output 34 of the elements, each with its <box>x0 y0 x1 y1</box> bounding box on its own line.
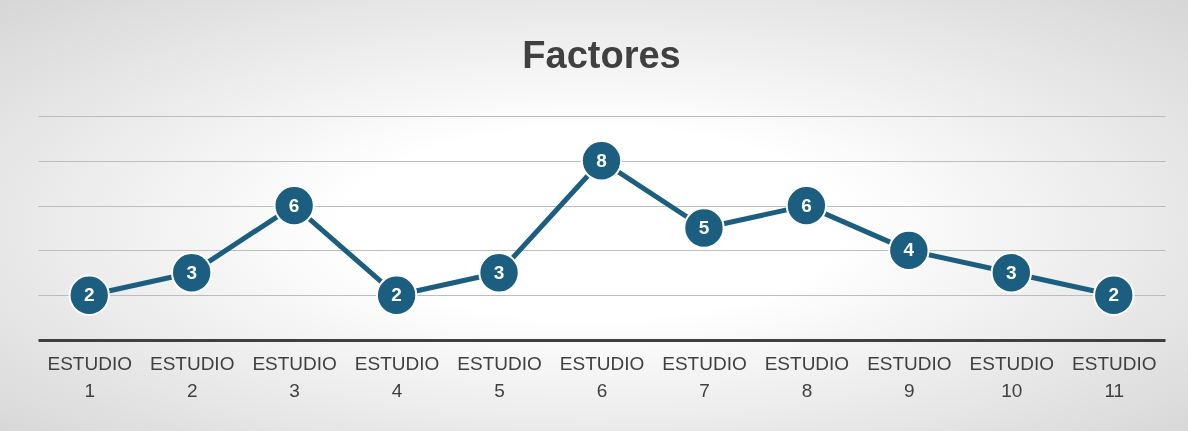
point <box>171 252 213 294</box>
x-tick-label: ESTUDIO 5 <box>457 352 542 401</box>
point <box>990 252 1032 294</box>
x-tick-label: ESTUDIO 4 <box>354 352 440 401</box>
point <box>375 274 418 316</box>
point <box>683 207 725 249</box>
point <box>888 229 930 272</box>
point <box>785 184 828 227</box>
data-label: 3 <box>493 261 505 283</box>
data-label: 8 <box>596 149 607 171</box>
data-label: 6 <box>801 194 812 216</box>
point <box>68 274 110 316</box>
point <box>478 252 520 294</box>
point <box>580 140 623 182</box>
x-tick-label: ESTUDIO 10 <box>969 352 1055 401</box>
data-label: 2 <box>83 284 95 306</box>
x-tick-label: ESTUDIO 9 <box>867 352 952 401</box>
chart-title: Factores <box>522 34 681 76</box>
x-tick-label: ESTUDIO 3 <box>252 352 337 401</box>
point <box>273 184 315 227</box>
x-tick-label: ESTUDIO 2 <box>149 352 235 401</box>
x-tick-label: ESTUDIO 1 <box>47 352 132 401</box>
data-label: 2 <box>1108 284 1120 306</box>
x-tick-label: ESTUDIO 7 <box>662 352 747 401</box>
x-tick-label: ESTUDIO 8 <box>764 352 850 401</box>
x-tick-label: ESTUDIO 6 <box>559 352 645 401</box>
x-tick-label: ESTUDIO 11 <box>1072 352 1157 401</box>
data-label: 6 <box>288 194 300 216</box>
data-label: 2 <box>391 284 402 306</box>
data-label: 3 <box>1006 261 1017 283</box>
data-label: 3 <box>186 261 197 283</box>
point <box>1093 274 1135 316</box>
data-label: 5 <box>698 217 710 238</box>
data-label: 4 <box>903 239 915 261</box>
